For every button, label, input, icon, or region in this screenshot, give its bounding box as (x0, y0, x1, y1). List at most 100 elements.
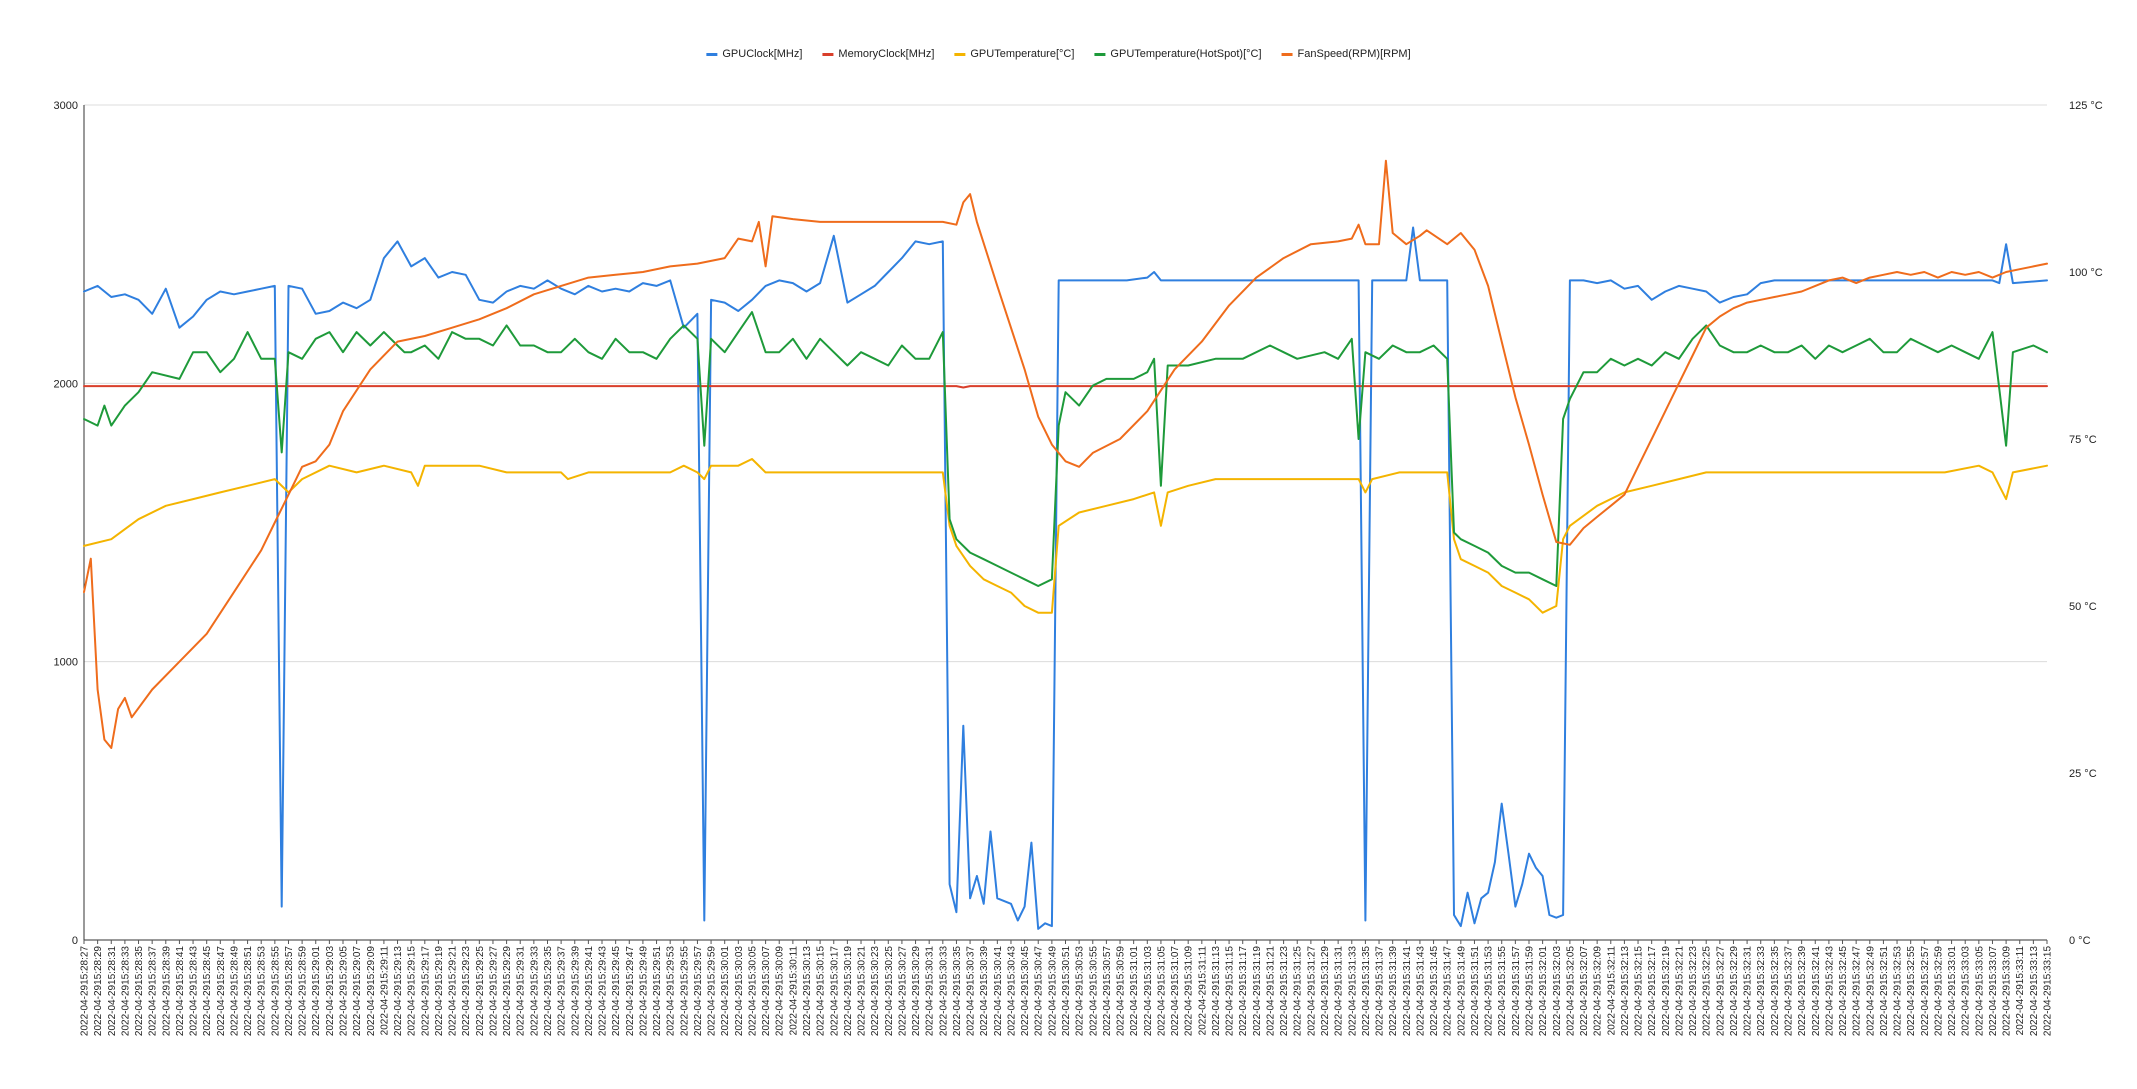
x-tick-label: 2022-04-2915:29:41 (584, 946, 595, 1037)
x-tick-label: 2022-04-2915:33:07 (1988, 946, 1999, 1037)
x-tick-label: 2022-04-2915:29:47 (625, 946, 636, 1037)
x-tick-label: 2022-04-2915:28:31 (107, 946, 118, 1037)
y-left-tick-label: 3000 (54, 100, 78, 112)
x-tick-label: 2022-04-2915:32:59 (1933, 946, 1944, 1037)
x-tick-label: 2022-04-2915:30:09 (775, 946, 786, 1037)
x-tick-label: 2022-04-2915:31:55 (1497, 946, 1508, 1037)
x-tick-label: 2022-04-2915:29:15 (407, 946, 418, 1037)
x-tick-label: 2022-04-2915:32:15 (1634, 946, 1645, 1037)
x-tick-label: 2022-04-2915:33:09 (2002, 946, 2013, 1037)
x-tick-label: 2022-04-2915:31:01 (1129, 946, 1140, 1037)
legend-label: GPUTemperature[°C] (970, 48, 1074, 60)
y-left-tick-label: 1000 (54, 657, 78, 669)
x-tick-label: 2022-04-2915:31:15 (1225, 946, 1236, 1037)
y-axis-right: 0 °C 25 °C 50 °C 75 °C 100 °C 125 °C (2069, 100, 2103, 947)
y-right-tick-label: 25 °C (2069, 768, 2097, 780)
x-tick-label: 2022-04-2915:32:11 (1606, 946, 1617, 1036)
x-tick-label: 2022-04-2915:30:01 (720, 946, 731, 1037)
x-tick-label: 2022-04-2915:29:43 (598, 946, 609, 1037)
legend-item: MemoryClock[MHz] (822, 48, 934, 60)
x-tick-label: 2022-04-2915:31:51 (1470, 946, 1481, 1037)
x-tick-label: 2022-04-2915:31:45 (1429, 946, 1440, 1037)
x-tick-label: 2022-04-2915:29:05 (339, 946, 350, 1037)
x-tick-label: 2022-04-2915:28:39 (161, 946, 172, 1037)
series-line-gpuclock-mhz (83, 226, 2048, 930)
legend-item: GPUTemperature[°C] (954, 48, 1074, 60)
y-right-tick-label: 100 °C (2069, 267, 2103, 279)
x-tick-label: 2022-04-2915:29:59 (707, 946, 718, 1037)
x-tick-label: 2022-04-2915:29:29 (502, 946, 513, 1037)
x-tick-label: 2022-04-2915:30:27 (897, 946, 908, 1037)
legend-label: FanSpeed(RPM)[RPM] (1298, 48, 1411, 60)
x-tick-label: 2022-04-2915:31:49 (1456, 946, 1467, 1037)
x-tick-label: 2022-04-2915:32:17 (1647, 946, 1658, 1037)
x-tick-label: 2022-04-2915:30:19 (843, 946, 854, 1037)
x-tick-label: 2022-04-2915:28:45 (202, 946, 213, 1037)
x-tick-label: 2022-04-2915:30:17 (829, 946, 840, 1037)
x-tick-label: 2022-04-2915:30:55 (1088, 946, 1099, 1037)
x-tick-label: 2022-04-2915:29:25 (475, 946, 486, 1037)
x-tick-label: 2022-04-2915:33:15 (2043, 946, 2054, 1037)
x-tick-label: 2022-04-2915:31:11 (1197, 946, 1208, 1036)
x-tick-label: 2022-04-2915:32:09 (1593, 946, 1604, 1037)
x-tick-label: 2022-04-2915:30:59 (1116, 946, 1127, 1037)
x-tick-label: 2022-04-2915:29:39 (570, 946, 581, 1037)
x-tick-label: 2022-04-2915:30:51 (1061, 946, 1072, 1037)
x-tick-label: 2022-04-2915:28:41 (175, 946, 186, 1037)
x-tick-label: 2022-04-2915:29:35 (543, 946, 554, 1037)
x-tick-label: 2022-04-2915:32:51 (1879, 946, 1890, 1037)
x-tick-label: 2022-04-2915:30:03 (734, 946, 745, 1037)
x-tick-label: 2022-04-2915:32:35 (1770, 946, 1781, 1037)
x-tick-label: 2022-04-2915:30:15 (816, 946, 827, 1037)
x-tick-label: 2022-04-2915:31:33 (1347, 946, 1358, 1037)
legend-swatch (1094, 53, 1106, 56)
x-tick-label: 2022-04-2915:33:03 (1961, 946, 1972, 1037)
x-tick-label: 2022-04-2915:32:39 (1797, 946, 1808, 1037)
x-tick-label: 2022-04-2915:32:01 (1538, 946, 1549, 1037)
x-tick-label: 2022-04-2915:31:25 (1293, 946, 1304, 1037)
x-tick-label: 2022-04-2915:29:01 (311, 946, 322, 1037)
x-tick-label: 2022-04-2915:28:49 (229, 946, 240, 1037)
x-tick-label: 2022-04-2915:33:05 (1974, 946, 1985, 1037)
series-line-fanspeed-rpm-rpm (83, 159, 2048, 749)
x-tick-label: 2022-04-2915:29:13 (393, 946, 404, 1037)
x-tick-label: 2022-04-2915:28:57 (284, 946, 295, 1037)
x-tick-label: 2022-04-2915:32:05 (1565, 946, 1576, 1037)
x-tick-label: 2022-04-2915:31:05 (1156, 946, 1167, 1037)
legend-swatch (954, 53, 966, 56)
legend-item: FanSpeed(RPM)[RPM] (1281, 48, 1411, 60)
x-tick-label: 2022-04-2915:33:11 (2015, 946, 2026, 1036)
x-tick-label: 2022-04-2915:29:45 (611, 946, 622, 1037)
series-line-gputemperature-c (83, 458, 2048, 614)
y-left-tick-label: 0 (72, 935, 78, 947)
x-tick-label: 2022-04-2915:31:31 (1334, 946, 1345, 1037)
x-tick-label: 2022-04-2915:31:17 (1238, 946, 1249, 1037)
x-tick-label: 2022-04-2915:31:23 (1279, 946, 1290, 1037)
x-tick-label: 2022-04-2915:28:35 (134, 946, 145, 1037)
x-tick-label: 2022-04-2915:30:07 (761, 946, 772, 1037)
x-tick-label: 2022-04-2915:32:27 (1715, 946, 1726, 1037)
x-tick-label: 2022-04-2915:28:51 (243, 946, 254, 1037)
x-tick-label: 2022-04-2915:32:43 (1824, 946, 1835, 1037)
y-right-tick-label: 50 °C (2069, 601, 2097, 613)
x-tick-label: 2022-04-2915:30:21 (857, 946, 868, 1037)
legend-label: GPUTemperature(HotSpot)[°C] (1110, 48, 1261, 60)
x-tick-label: 2022-04-2915:28:27 (80, 946, 91, 1037)
x-tick-label: 2022-04-2915:32:55 (1906, 946, 1917, 1037)
legend-label: MemoryClock[MHz] (838, 48, 934, 60)
x-tick-label: 2022-04-2915:29:17 (420, 946, 431, 1037)
x-tick-label: 2022-04-2915:30:43 (1006, 946, 1017, 1037)
x-tick-label: 2022-04-2915:32:49 (1865, 946, 1876, 1037)
x-tick-label: 2022-04-2915:30:41 (993, 946, 1004, 1037)
x-tick-label: 2022-04-2915:28:59 (298, 946, 309, 1037)
x-tick-label: 2022-04-2915:32:33 (1756, 946, 1767, 1037)
x-tick-label: 2022-04-2915:31:39 (1388, 946, 1399, 1037)
y-left-tick-label: 2000 (54, 378, 78, 390)
x-tick-label: 2022-04-2915:29:21 (448, 946, 459, 1037)
x-tick-label: 2022-04-2915:30:53 (1075, 946, 1086, 1037)
y-axis-left: 0 1000 2000 3000 (54, 100, 78, 947)
x-tick-label: 2022-04-2915:30:31 (925, 946, 936, 1037)
x-tick-label: 2022-04-2915:29:23 (461, 946, 472, 1037)
x-tick-label: 2022-04-2915:32:31 (1743, 946, 1754, 1037)
